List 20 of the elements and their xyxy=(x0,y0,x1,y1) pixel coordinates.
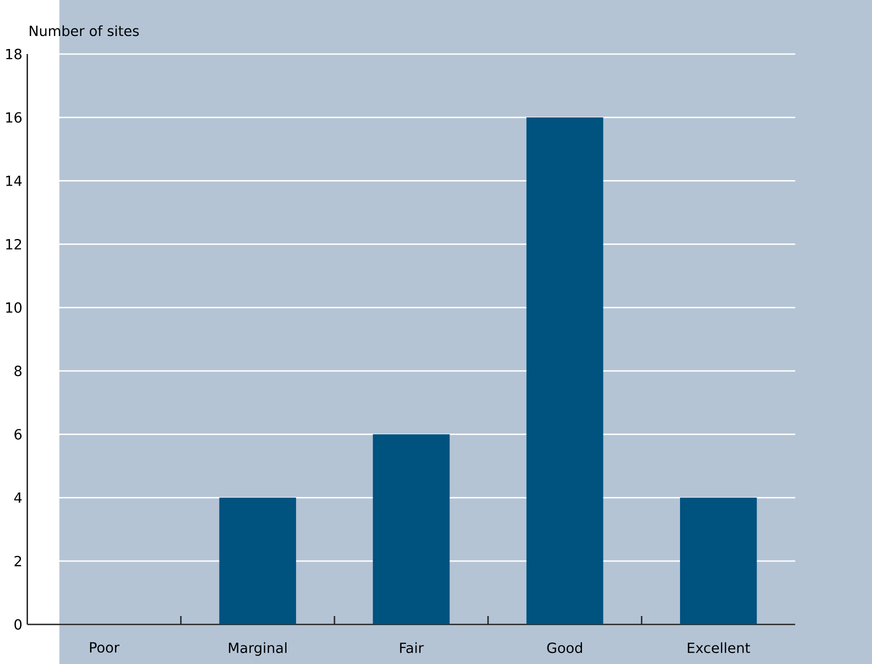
x-tick-label: Poor xyxy=(90,642,120,652)
y-tick-label: 10 xyxy=(6,302,22,313)
y-tick-label: 0 xyxy=(14,618,22,630)
y-tick-label: 2 xyxy=(14,556,22,566)
y-tick-label: 12 xyxy=(6,238,22,250)
bar xyxy=(219,497,296,624)
bar xyxy=(372,434,450,624)
x-tick-label: Marginal xyxy=(228,642,286,656)
y-tick-label: 6 xyxy=(14,428,22,440)
y-tick-label: 8 xyxy=(14,365,22,376)
x-tick-label: Good xyxy=(547,642,582,653)
bar xyxy=(526,117,604,624)
y-axis-title: Number of sites xyxy=(30,25,139,36)
y-tick-label: 14 xyxy=(6,175,22,186)
y-tick-label: 4 xyxy=(14,492,22,503)
y-tick-label: 16 xyxy=(6,112,22,122)
x-tick-label: Fair xyxy=(400,642,424,653)
x-tick-label: Excellent xyxy=(688,642,750,653)
bar xyxy=(680,497,757,624)
y-tick-label: 18 xyxy=(6,48,22,60)
